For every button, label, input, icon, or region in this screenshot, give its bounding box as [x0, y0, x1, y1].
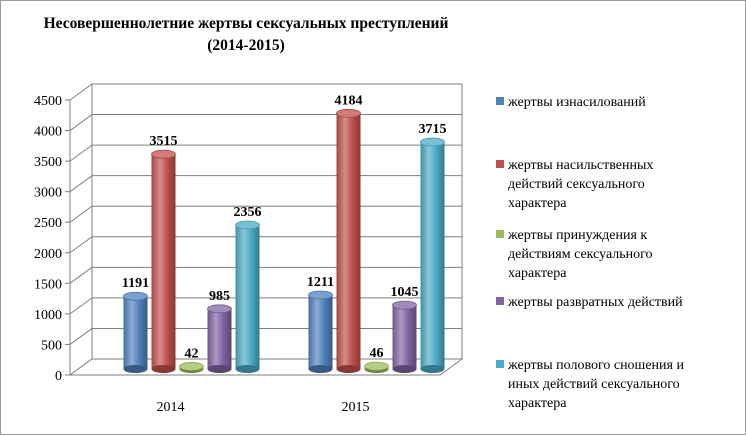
- chart-title-line1: Несовершеннолетние жертвы сексуальных пр…: [43, 15, 449, 32]
- bar: [235, 220, 260, 373]
- gridline-side: [69, 114, 93, 131]
- y-tick-label: 1000: [34, 308, 62, 323]
- gridline-side: [69, 266, 93, 284]
- bar-base: [151, 365, 176, 373]
- bar-top: [207, 304, 232, 314]
- legend-item: жертвы полового сношения и иных действий …: [496, 358, 684, 411]
- bars: [123, 108, 445, 373]
- bar: [336, 108, 361, 373]
- bar-base: [420, 365, 445, 373]
- x-tick-label: 2014: [157, 400, 185, 415]
- legend-label: жертвы изнасилований: [507, 95, 646, 110]
- bar-body: [420, 141, 445, 369]
- bar-top: [364, 361, 389, 371]
- data-label: 3515: [150, 134, 178, 149]
- legend-label: жертвы полового сношения и: [507, 358, 684, 373]
- chart-title: Несовершеннолетние жертвы сексуальных пр…: [11, 13, 481, 57]
- bar-body: [392, 305, 417, 369]
- data-label: 1191: [122, 276, 149, 291]
- bar-body: [151, 154, 176, 369]
- bar: [392, 300, 417, 373]
- bar-body: [123, 296, 148, 369]
- legend-label: характера: [508, 266, 567, 281]
- bar: [364, 361, 389, 373]
- data-label: 42: [185, 346, 199, 361]
- y-tick-label: 4500: [34, 94, 62, 109]
- bar-top: [420, 137, 445, 147]
- bar: [207, 304, 232, 373]
- legend-swatch: [496, 160, 504, 168]
- legend-swatch: [496, 360, 504, 368]
- y-tick-label: 500: [41, 338, 62, 353]
- gridline-side: [69, 83, 93, 101]
- bar: [151, 149, 176, 373]
- bar-top: [123, 291, 148, 301]
- bar: [308, 290, 333, 373]
- gridline-side: [69, 175, 93, 193]
- bar-base: [336, 365, 361, 373]
- legend-label: жертвы насильственных: [507, 158, 653, 173]
- legend-label: характера: [508, 396, 567, 411]
- chart-title-line2: (2014-2015): [207, 37, 285, 54]
- data-label: 1211: [307, 275, 334, 290]
- bar-top: [151, 149, 176, 159]
- legend-label: действий сексуального: [508, 177, 645, 192]
- bar-top: [235, 220, 260, 230]
- y-tick-label: 0: [55, 369, 62, 384]
- data-label: 1045: [391, 285, 419, 300]
- legend-item: жертвы насильственных действий сексуально…: [496, 158, 653, 211]
- legend-label: иных действий сексуального: [508, 377, 680, 392]
- y-tick-label: 2500: [34, 216, 62, 231]
- data-label: 4184: [335, 93, 363, 108]
- legend-label: жертвы развратных действий: [507, 295, 683, 310]
- bar-top: [336, 108, 361, 118]
- bar-body: [235, 225, 260, 369]
- bar-top: [308, 290, 333, 300]
- legend-label: действиям сексуального: [508, 247, 653, 262]
- bar-body: [336, 113, 361, 369]
- legend-item: жертвы изнасилований: [496, 95, 646, 110]
- bar-base: [207, 365, 232, 373]
- bar-body: [207, 308, 232, 369]
- legend-item: жертвы принуждения к действиям сексуально…: [496, 228, 653, 281]
- legend-label: характера: [508, 196, 567, 211]
- legend-swatch: [496, 230, 504, 238]
- gridline-side: [69, 328, 93, 345]
- x-tick-label: 2015: [342, 400, 370, 415]
- gridline-side: [69, 205, 93, 223]
- bar: [123, 291, 148, 373]
- bar-top: [392, 300, 417, 310]
- bar: [179, 362, 204, 373]
- legend-swatch: [496, 297, 504, 305]
- data-label: 2356: [234, 205, 262, 220]
- legend: жертвы изнасилований жертвы насильственны…: [496, 95, 684, 411]
- legend-swatch: [496, 97, 504, 105]
- gridline-side: [69, 297, 93, 315]
- y-tick-label: 3500: [34, 155, 62, 170]
- bar-base: [123, 365, 148, 373]
- bar: [420, 137, 445, 373]
- y-tick-label: 4000: [34, 125, 62, 140]
- bar-base: [235, 365, 260, 373]
- y-tick-label: 3000: [34, 186, 62, 201]
- data-label: 46: [370, 346, 384, 361]
- data-label: 985: [209, 289, 230, 304]
- bar-base: [392, 365, 417, 373]
- y-tick-label: 2000: [34, 247, 62, 262]
- bar-top: [179, 362, 204, 371]
- gridline-side: [69, 144, 93, 162]
- bar-body: [308, 294, 333, 369]
- data-labels: 1191 3515 42 985 2356 1211 4184 46 1045 3715: [122, 93, 447, 361]
- gridline-side: [69, 236, 93, 254]
- data-label: 3715: [419, 122, 447, 137]
- legend-item: жертвы развратных действий: [496, 295, 683, 310]
- y-tick-label: 1500: [34, 277, 62, 292]
- legend-label: жертвы принуждения к: [507, 228, 647, 243]
- bar-base: [308, 365, 333, 373]
